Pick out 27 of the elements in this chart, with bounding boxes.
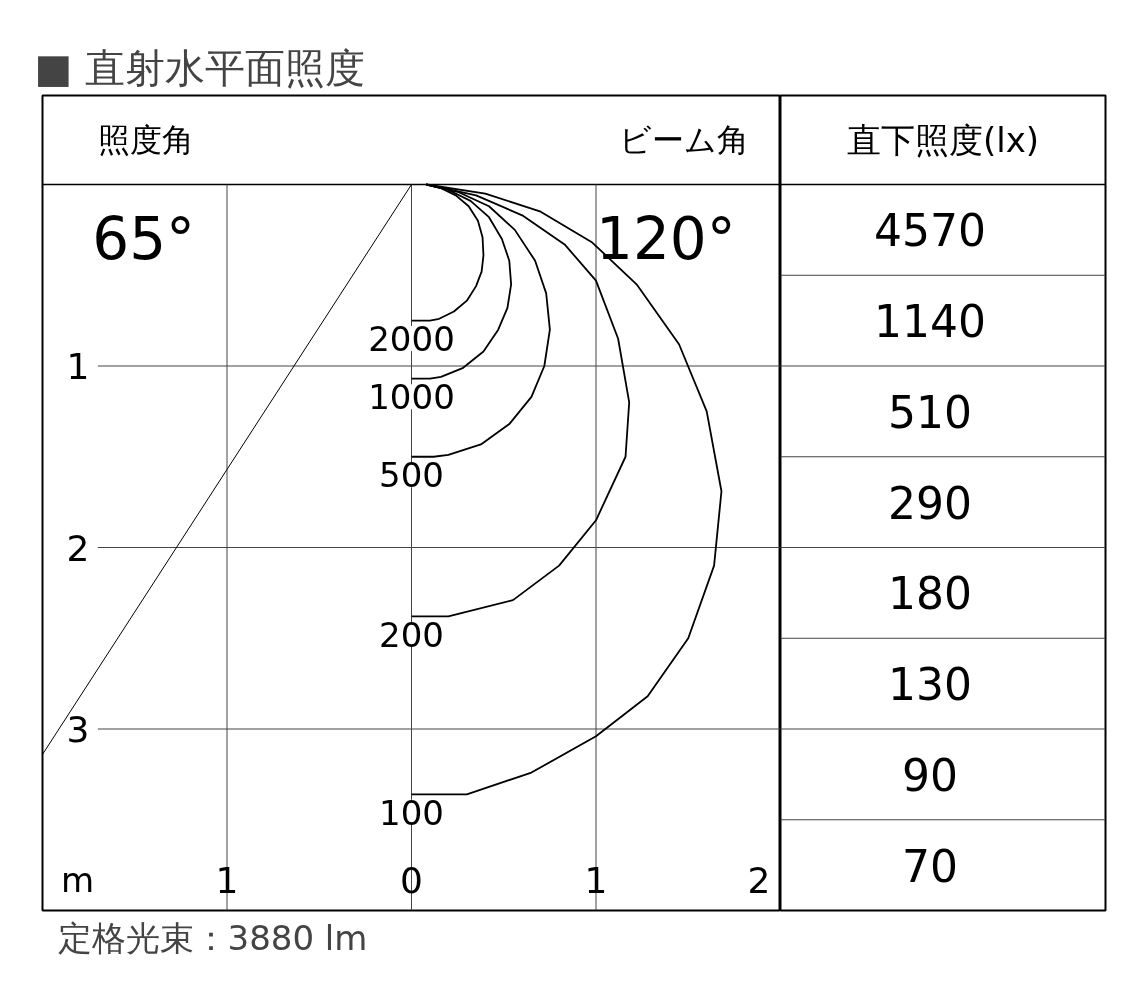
annotation: 65° xyxy=(92,204,196,273)
data-label: 290 xyxy=(888,477,972,529)
data-label: 90 xyxy=(902,749,959,801)
y-tick-label: 3 xyxy=(66,709,90,750)
data-label: 1140 xyxy=(874,296,986,348)
annotation: 120° xyxy=(596,204,736,273)
x-axis-title: m xyxy=(60,859,95,900)
data-label: 510 xyxy=(888,386,972,438)
data-label: 70 xyxy=(902,840,959,892)
series-label: 100 xyxy=(379,792,444,833)
chart-title: ■ 直射水平面照度 xyxy=(34,44,366,91)
data-label: 130 xyxy=(888,659,972,711)
x-tick-label: 2 xyxy=(747,859,771,901)
data-label: 4570 xyxy=(874,205,986,257)
text: ビーム角 xyxy=(619,121,750,159)
data-label: 180 xyxy=(888,568,972,620)
text: 定格光束：3880 lm xyxy=(57,917,368,958)
y-tick-label: 1 xyxy=(66,346,90,387)
series-label: 500 xyxy=(379,455,444,496)
text: 照度角 xyxy=(97,121,194,159)
series-label: 200 xyxy=(379,614,444,655)
x-tick-label: 1 xyxy=(215,859,239,901)
y-tick-label: 2 xyxy=(66,527,90,569)
text: 直下照度(lx) xyxy=(846,120,1040,160)
x-tick-label: 1 xyxy=(584,859,608,901)
series-label: 2000 xyxy=(368,319,455,360)
series-label: 1000 xyxy=(368,377,455,418)
